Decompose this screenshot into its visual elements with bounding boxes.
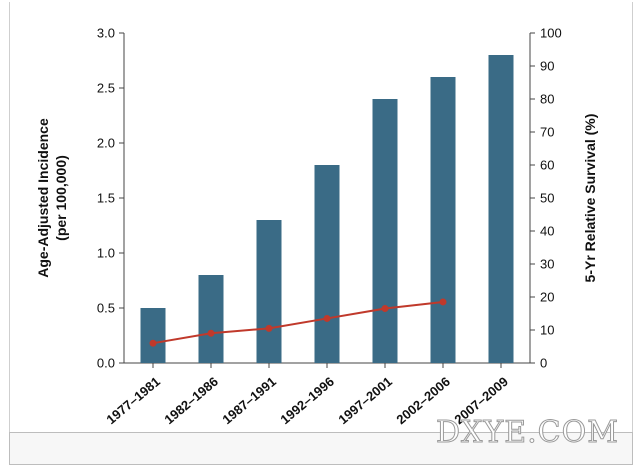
bar (256, 220, 282, 363)
watermark: DXYE.COM (436, 415, 619, 450)
y-right-tick-label: 20 (540, 290, 554, 305)
y-right-tick-label: 70 (540, 125, 554, 140)
y-right-tick-label: 0 (540, 356, 547, 371)
survival-point (207, 329, 215, 337)
y-left-tick-label: 1.0 (97, 246, 115, 261)
x-category-label: 1997–2001 (335, 374, 394, 427)
y-right-tick-label: 30 (540, 257, 554, 272)
survival-point (381, 305, 389, 313)
y-left-tick-label: 2.0 (97, 136, 115, 151)
bar (430, 77, 456, 363)
y-axis-left-title-line: Age-Adjusted Incidence (35, 118, 51, 278)
y-left-tick-label: 3.0 (97, 26, 115, 41)
y-right-tick-label: 50 (540, 191, 554, 206)
bar (198, 275, 224, 363)
bar (488, 55, 514, 363)
axis-labels: Age-Adjusted Incidence (per 100,000) 5-Yr … (35, 114, 598, 283)
survival-line (152, 300, 444, 345)
y-axis-right-title: 5-Yr Relative Survival (%) (582, 114, 598, 283)
figure-border (9, 2, 633, 432)
y-right-tick-label: 10 (540, 323, 554, 338)
y-right-tick-label: 80 (540, 92, 554, 107)
x-category-label: 1977–1981 (103, 374, 162, 427)
line-series (149, 298, 447, 347)
x-category-label: 1987–1991 (219, 374, 278, 427)
y-left-tick-label: 0.5 (97, 301, 115, 316)
y-left-tick-label: 0.0 (97, 356, 115, 371)
bar (314, 165, 340, 363)
y-right-tick-label: 100 (540, 26, 562, 41)
survival-point (323, 314, 331, 322)
survival-point (265, 324, 273, 332)
bar (372, 99, 398, 363)
y-left-tick-label: 2.5 (97, 81, 115, 96)
y-axis-left-title-line: (per 100,000) (53, 155, 69, 241)
y-right-tick-label: 40 (540, 224, 554, 239)
y-right-tick-label: 60 (540, 158, 554, 173)
survival-point (439, 298, 447, 306)
bar-series (140, 55, 514, 363)
survival-point (149, 339, 157, 347)
y-axis-left-title: Age-Adjusted Incidence (per 100,000) (35, 118, 69, 278)
x-category-label: 1982–1986 (161, 374, 220, 427)
x-category-label: 1992–1996 (277, 374, 336, 427)
bar (140, 308, 166, 363)
y-right-tick-label: 90 (540, 59, 554, 74)
y-left-tick-label: 1.5 (97, 191, 115, 206)
